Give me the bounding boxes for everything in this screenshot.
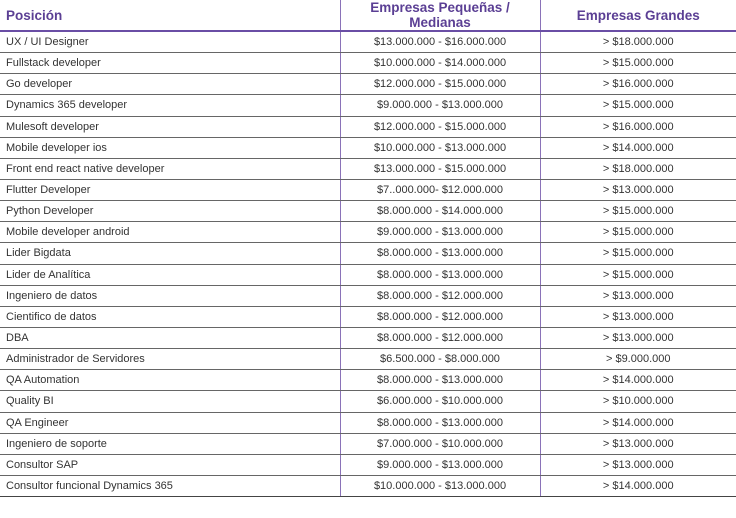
position-cell: Flutter Developer (0, 179, 340, 202)
table-row: Dynamics 365 developer $9.000.000 - $13.0… (0, 94, 736, 117)
table-row: DBA $8.000.000 - $12.000.000 > $13.000.000 (0, 327, 736, 350)
position-cell: Quality BI (0, 390, 340, 413)
table-row: Quality BI $6.000.000 - $10.000.000 > $10.… (0, 390, 736, 413)
table-row: Mobile developer ios $10.000.000 - $13.00… (0, 137, 736, 159)
position-cell: Dynamics 365 developer (0, 94, 340, 117)
small-medium-salary-cell: $8.000.000 - $12.000.000 (339, 327, 541, 350)
table-row: Consultor SAP $9.000.000 - $13.000.000 > $… (0, 454, 736, 476)
large-salary-cell: > $18.000.000 (540, 31, 736, 54)
large-salary-cell: > $16.000.000 (540, 116, 736, 138)
table-row: Go developer $12.000.000 - $15.000.000 > $… (0, 73, 736, 96)
table-row: Front end react native developer $13.000.… (0, 158, 736, 180)
large-salary-cell: > $15.000.000 (540, 242, 736, 265)
position-cell: Ingeniero de datos (0, 285, 340, 307)
small-medium-salary-cell: $10.000.000 - $13.000.000 (339, 475, 541, 498)
position-cell: Ingeniero de soporte (0, 433, 340, 455)
position-cell: Python Developer (0, 200, 340, 223)
small-medium-salary-cell: $7..000.000- $12.000.000 (339, 179, 541, 202)
small-medium-salary-cell: $7.000.000 - $10.000.000 (339, 433, 541, 455)
table-body: UX / UI Designer $13.000.000 - $16.000.00… (0, 31, 736, 498)
small-medium-salary-cell: $9.000.000 - $13.000.000 (339, 221, 541, 244)
large-salary-cell: > $18.000.000 (540, 158, 736, 180)
small-medium-salary-cell: $6.500.000 - $8.000.000 (339, 348, 541, 371)
position-cell: DBA (0, 327, 340, 350)
small-medium-salary-cell: $8.000.000 - $12.000.000 (339, 306, 541, 328)
large-salary-cell: > $15.000.000 (540, 221, 736, 244)
table-row: Fullstack developer $10.000.000 - $14.000… (0, 52, 736, 75)
large-salary-cell: > $15.000.000 (540, 200, 736, 223)
table-row: Flutter Developer $7..000.000- $12.000.00… (0, 179, 736, 202)
position-cell: Lider Bigdata (0, 242, 340, 265)
table-row: Mobile developer android $9.000.000 - $13… (0, 221, 736, 244)
small-medium-salary-cell: $8.000.000 - $14.000.000 (339, 200, 541, 223)
small-medium-salary-cell: $9.000.000 - $13.000.000 (339, 94, 541, 117)
table-row: QA Engineer $8.000.000 - $13.000.000 > $14… (0, 412, 736, 434)
position-cell: Cientifico de datos (0, 306, 340, 328)
large-salary-cell: > $14.000.000 (540, 475, 736, 498)
table-row: Consultor funcional Dynamics 365 $10.000.… (0, 475, 736, 498)
table-row: Administrador de Servidores $6.500.000 - … (0, 348, 736, 371)
table-row: Python Developer $8.000.000 - $14.000.000… (0, 200, 736, 223)
small-medium-salary-cell: $9.000.000 - $13.000.000 (339, 454, 541, 476)
position-cell: Consultor SAP (0, 454, 340, 476)
small-medium-salary-cell: $6.000.000 - $10.000.000 (339, 390, 541, 413)
table-row: Lider Bigdata $8.000.000 - $13.000.000 > $… (0, 242, 736, 265)
table-row: Lider de Analítica $8.000.000 - $13.000.0… (0, 264, 736, 286)
table-header: Posición Empresas Pequeñas / Medianas Em… (0, 0, 736, 32)
large-salary-cell: > $14.000.000 (540, 412, 736, 434)
large-salary-cell: > $13.000.000 (540, 179, 736, 202)
large-salary-cell: > $13.000.000 (540, 454, 736, 476)
position-cell: Lider de Analítica (0, 264, 340, 286)
small-medium-salary-cell: $13.000.000 - $15.000.000 (339, 158, 541, 180)
table-row: Mulesoft developer $12.000.000 - $15.000.… (0, 116, 736, 138)
position-cell: QA Engineer (0, 412, 340, 434)
position-cell: Fullstack developer (0, 52, 340, 75)
small-medium-salary-cell: $8.000.000 - $12.000.000 (339, 285, 541, 307)
table-row: Ingeniero de datos $8.000.000 - $12.000.0… (0, 285, 736, 307)
large-salary-cell: > $13.000.000 (540, 306, 736, 328)
small-medium-salary-cell: $10.000.000 - $13.000.000 (339, 137, 541, 159)
table-row: Cientifico de datos $8.000.000 - $12.000.… (0, 306, 736, 328)
position-cell: Mulesoft developer (0, 116, 340, 138)
small-medium-salary-cell: $8.000.000 - $13.000.000 (339, 369, 541, 392)
large-salary-cell: > $16.000.000 (540, 73, 736, 96)
position-cell: Mobile developer ios (0, 137, 340, 159)
small-medium-salary-cell: $8.000.000 - $13.000.000 (339, 242, 541, 265)
position-cell: Go developer (0, 73, 340, 96)
large-salary-cell: > $13.000.000 (540, 433, 736, 455)
small-medium-salary-cell: $12.000.000 - $15.000.000 (339, 73, 541, 96)
header-row: Posición Empresas Pequeñas / Medianas Em… (0, 0, 736, 32)
position-cell: Consultor funcional Dynamics 365 (0, 475, 340, 498)
header-large: Empresas Grandes (540, 0, 736, 32)
small-medium-salary-cell: $13.000.000 - $16.000.000 (339, 31, 541, 54)
table-row: UX / UI Designer $13.000.000 - $16.000.00… (0, 31, 736, 54)
large-salary-cell: > $15.000.000 (540, 94, 736, 117)
position-cell: Front end react native developer (0, 158, 340, 180)
header-position: Posición (0, 0, 340, 32)
large-salary-cell: > $13.000.000 (540, 327, 736, 350)
large-salary-cell: > $9.000.000 (540, 348, 736, 371)
small-medium-salary-cell: $10.000.000 - $14.000.000 (339, 52, 541, 75)
large-salary-cell: > $10.000.000 (540, 390, 736, 413)
small-medium-salary-cell: $8.000.000 - $13.000.000 (339, 412, 541, 434)
table-row: Ingeniero de soporte $7.000.000 - $10.000… (0, 433, 736, 455)
large-salary-cell: > $13.000.000 (540, 285, 736, 307)
large-salary-cell: > $14.000.000 (540, 137, 736, 159)
small-medium-salary-cell: $8.000.000 - $13.000.000 (339, 264, 541, 286)
position-cell: Administrador de Servidores (0, 348, 340, 371)
large-salary-cell: > $15.000.000 (540, 264, 736, 286)
position-cell: UX / UI Designer (0, 31, 340, 54)
position-cell: Mobile developer android (0, 221, 340, 244)
large-salary-cell: > $15.000.000 (540, 52, 736, 75)
position-cell: QA Automation (0, 369, 340, 392)
salary-table: Posición Empresas Pequeñas / Medianas Em… (0, 0, 736, 498)
header-small-medium: Empresas Pequeñas / Medianas (339, 0, 541, 32)
large-salary-cell: > $14.000.000 (540, 369, 736, 392)
small-medium-salary-cell: $12.000.000 - $15.000.000 (339, 116, 541, 138)
table-row: QA Automation $8.000.000 - $13.000.000 > $… (0, 369, 736, 392)
